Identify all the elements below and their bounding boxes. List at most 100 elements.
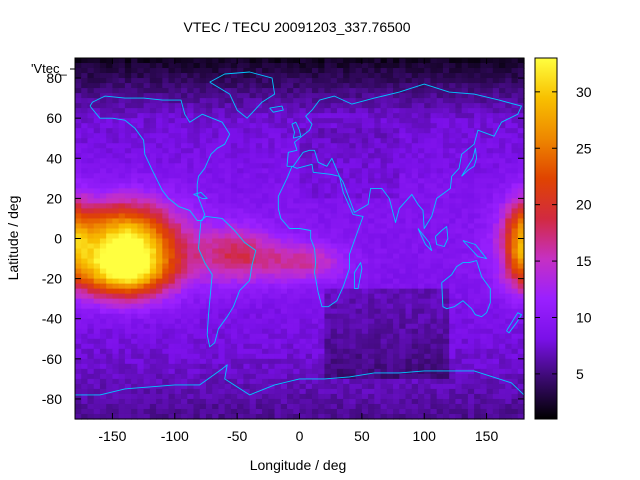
heatmap-cell — [149, 213, 157, 220]
heatmap-cell — [224, 73, 232, 79]
heatmap-cell — [162, 383, 170, 390]
heatmap-cell — [380, 108, 388, 114]
heatmap-cell — [262, 263, 269, 270]
heatmap-cell — [374, 263, 382, 270]
heatmap-cell — [430, 323, 438, 330]
heatmap-cell — [174, 308, 182, 315]
heatmap-cell — [162, 108, 170, 114]
heatmap-cell — [124, 403, 132, 410]
heatmap-cell — [455, 393, 463, 400]
heatmap-cell — [361, 383, 369, 390]
heatmap-cell — [417, 263, 425, 270]
heatmap-cell — [237, 338, 244, 345]
heatmap-cell — [181, 63, 188, 69]
heatmap-cell — [430, 98, 438, 104]
heatmap-cell — [212, 68, 220, 74]
heatmap-cell — [336, 388, 344, 395]
heatmap-cell — [299, 328, 307, 335]
heatmap-cell — [274, 338, 282, 345]
heatmap-cell — [81, 208, 89, 215]
heatmap-cell — [199, 243, 207, 250]
heatmap-cell — [424, 178, 432, 184]
heatmap-cell — [187, 228, 195, 235]
heatmap-cell — [218, 83, 226, 89]
heatmap-cell — [474, 93, 481, 99]
heatmap-cell — [287, 358, 294, 365]
heatmap-cell — [436, 283, 444, 290]
heatmap-cell — [149, 68, 157, 74]
heatmap-cell — [87, 278, 95, 285]
heatmap-cell — [268, 58, 276, 64]
heatmap-cell — [174, 78, 182, 84]
heatmap-cell — [474, 63, 481, 69]
heatmap-cell — [336, 273, 344, 280]
heatmap-cell — [361, 83, 369, 89]
heatmap-cell — [237, 348, 244, 355]
heatmap-cell — [75, 263, 82, 270]
heatmap-cell — [430, 308, 438, 315]
heatmap-cell — [361, 113, 369, 119]
heatmap-cell — [386, 103, 394, 109]
heatmap-cell — [380, 258, 388, 265]
heatmap-cell — [480, 298, 488, 305]
heatmap-cell — [187, 318, 195, 325]
heatmap-cell — [324, 73, 332, 79]
heatmap-cell — [499, 338, 506, 345]
heatmap-cell — [112, 373, 120, 380]
heatmap-cell — [336, 138, 344, 144]
heatmap-cell — [205, 288, 213, 295]
heatmap-cell — [405, 148, 413, 154]
heatmap-cell — [75, 348, 82, 355]
heatmap-cell — [305, 113, 313, 119]
heatmap-cell — [249, 348, 257, 355]
heatmap-cell — [299, 368, 307, 375]
heatmap-cell — [467, 323, 475, 330]
heatmap-cell — [112, 188, 120, 194]
heatmap-cell — [380, 363, 388, 370]
heatmap-cell — [361, 158, 369, 164]
heatmap-cell — [411, 338, 419, 345]
heatmap-cell — [174, 333, 182, 340]
heatmap-cell — [299, 168, 307, 174]
heatmap-cell — [137, 228, 145, 235]
heatmap-cell — [455, 203, 463, 210]
heatmap-cell — [230, 108, 238, 114]
heatmap-cell — [361, 248, 369, 255]
heatmap-cell — [75, 228, 82, 235]
heatmap-cell — [193, 243, 201, 250]
heatmap-cell — [474, 343, 481, 350]
heatmap-cell — [287, 353, 294, 360]
heatmap-cell — [112, 63, 120, 69]
heatmap-cell — [455, 303, 463, 310]
heatmap-cell — [131, 348, 138, 355]
heatmap-cell — [187, 98, 195, 104]
heatmap-cell — [380, 368, 388, 375]
heatmap-cell — [455, 378, 463, 385]
heatmap-cell — [442, 153, 450, 159]
heatmap-cell — [237, 193, 244, 199]
heatmap-cell — [262, 178, 269, 184]
heatmap-cell — [255, 283, 263, 290]
heatmap-cell — [311, 203, 319, 210]
heatmap-cell — [399, 323, 407, 330]
heatmap-cell — [299, 208, 307, 215]
heatmap-cell — [162, 113, 170, 119]
heatmap-cell — [393, 143, 400, 149]
heatmap-cell — [243, 58, 251, 64]
heatmap-cell — [355, 273, 363, 280]
heatmap-cell — [517, 268, 525, 275]
heatmap-cell — [168, 298, 176, 305]
heatmap-cell — [193, 258, 201, 265]
heatmap-cell — [75, 288, 82, 295]
heatmap-cell — [230, 228, 238, 235]
heatmap-cell — [124, 268, 132, 275]
heatmap-cell — [299, 78, 307, 84]
heatmap-cell — [511, 303, 519, 310]
heatmap-cell — [430, 298, 438, 305]
heatmap-cell — [505, 128, 513, 134]
heatmap-cell — [274, 358, 282, 365]
heatmap-cell — [505, 138, 513, 144]
heatmap-cell — [93, 378, 101, 385]
heatmap-cell — [430, 393, 438, 400]
heatmap-cell — [262, 383, 269, 390]
